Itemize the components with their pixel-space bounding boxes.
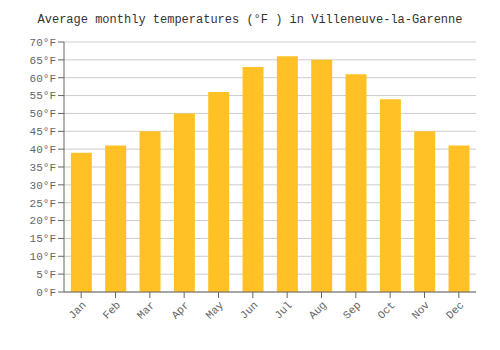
svg-text:45°F: 45°F <box>30 126 56 138</box>
svg-text:15°F: 15°F <box>30 233 56 245</box>
svg-text:35°F: 35°F <box>30 162 56 174</box>
svg-text:30°F: 30°F <box>30 180 56 192</box>
svg-text:Apr: Apr <box>169 299 191 321</box>
svg-text:25°F: 25°F <box>30 198 56 210</box>
svg-text:50°F: 50°F <box>30 108 56 120</box>
svg-text:5°F: 5°F <box>36 269 56 281</box>
svg-text:Sep: Sep <box>341 299 363 321</box>
svg-text:Aug: Aug <box>307 299 329 321</box>
svg-text:Dec: Dec <box>444 299 466 321</box>
svg-text:40°F: 40°F <box>30 144 56 156</box>
svg-text:60°F: 60°F <box>30 73 56 85</box>
svg-text:May: May <box>204 299 227 322</box>
svg-text:70°F: 70°F <box>30 37 56 49</box>
svg-text:Mar: Mar <box>135 299 157 321</box>
svg-text:55°F: 55°F <box>30 90 56 102</box>
svg-text:65°F: 65°F <box>30 55 56 67</box>
svg-text:Nov: Nov <box>410 299 433 322</box>
svg-text:Jul: Jul <box>272 299 294 321</box>
svg-text:Oct: Oct <box>375 299 397 321</box>
svg-text:20°F: 20°F <box>30 215 56 227</box>
svg-text:Feb: Feb <box>101 299 123 321</box>
svg-text:0°F: 0°F <box>36 287 56 299</box>
svg-text:Jun: Jun <box>238 299 260 321</box>
svg-text:10°F: 10°F <box>30 251 56 263</box>
svg-text:Jan: Jan <box>66 299 88 321</box>
html-text:Average monthly temperatures (: Average monthly temperatures (°F ) in Vi… <box>37 13 463 27</box>
